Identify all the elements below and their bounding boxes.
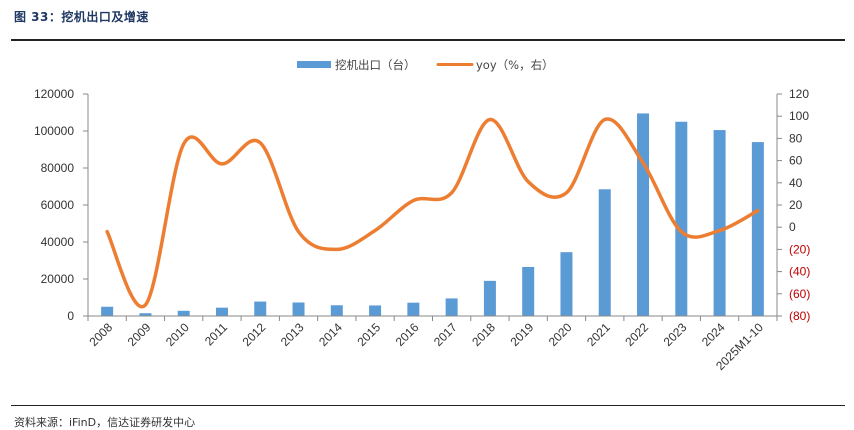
right-tick-label: (20) (789, 242, 810, 256)
x-tick-label: 2017 (431, 320, 460, 349)
right-tick-label: 20 (789, 198, 803, 212)
bar (293, 302, 305, 316)
right-tick-label: 40 (789, 176, 803, 190)
x-tick-label: 2008 (86, 320, 115, 349)
x-tick-label: 2009 (125, 320, 154, 349)
legend-label-bars: 挖机出口（台） (335, 58, 416, 72)
bar (599, 189, 611, 316)
x-tick-label: 2013 (278, 320, 307, 349)
bar (637, 113, 649, 316)
source-note: 资料来源：iFinD，信达证券研发中心 (14, 414, 195, 430)
x-tick-label: 2011 (202, 320, 230, 348)
x-tick-label: 2022 (622, 320, 651, 349)
x-tick-label: 2010 (163, 320, 192, 349)
right-tick-label: (60) (789, 287, 810, 301)
bar (714, 130, 726, 316)
legend: 挖机出口（台） yoy（%，右） (297, 58, 554, 72)
left-tick-label: 100000 (34, 124, 74, 138)
x-tick-label: 2015 (354, 320, 383, 349)
right-tick-label: 60 (789, 154, 803, 168)
legend-swatch-bars (297, 61, 331, 68)
x-tick-label: 2018 (469, 320, 498, 349)
x-tick-label: 2024 (699, 320, 728, 349)
axes: 0 20000 40000 60000 80000 100000 120000 (80) (60… (34, 87, 810, 373)
left-tick-label: 120000 (34, 87, 74, 101)
bottom-rule (11, 405, 845, 406)
bar (331, 305, 343, 316)
bar (560, 252, 572, 316)
left-tick-label: 60000 (41, 198, 75, 212)
chart: 挖机出口（台） yoy（%，右） 0 20000 40000 60000 80000 100… (0, 0, 854, 405)
bar (216, 308, 228, 316)
x-tick-label: 2019 (508, 320, 537, 349)
bar (752, 142, 764, 316)
right-tick-label: 0 (789, 220, 796, 234)
bar (484, 281, 496, 316)
x-tick-label: 2016 (393, 320, 422, 349)
x-tick-label: 2021 (584, 320, 613, 349)
bar (178, 311, 190, 316)
bar (369, 305, 381, 316)
legend-label-line: yoy（%，右） (476, 58, 554, 72)
left-tick-label: 40000 (41, 235, 75, 249)
left-tick-label: 20000 (41, 272, 75, 286)
right-tick-label: (80) (789, 309, 810, 323)
x-tick-label: 2012 (240, 320, 269, 349)
bar (522, 267, 534, 316)
left-tick-label: 80000 (41, 161, 75, 175)
bar (254, 302, 266, 316)
yoy-line (107, 119, 758, 307)
left-tick-label: 0 (67, 309, 74, 323)
bar (446, 298, 458, 316)
line-series (107, 119, 758, 307)
bar (407, 303, 419, 316)
right-tick-label: 80 (789, 131, 803, 145)
right-tick-label: (40) (789, 265, 810, 279)
right-tick-label: 100 (789, 109, 809, 123)
x-tick-label: 2023 (661, 320, 690, 349)
bar (675, 122, 687, 316)
x-tick-label: 2020 (546, 320, 575, 349)
bar (101, 307, 113, 316)
right-tick-label: 120 (789, 87, 809, 101)
x-tick-label: 2014 (316, 320, 345, 349)
